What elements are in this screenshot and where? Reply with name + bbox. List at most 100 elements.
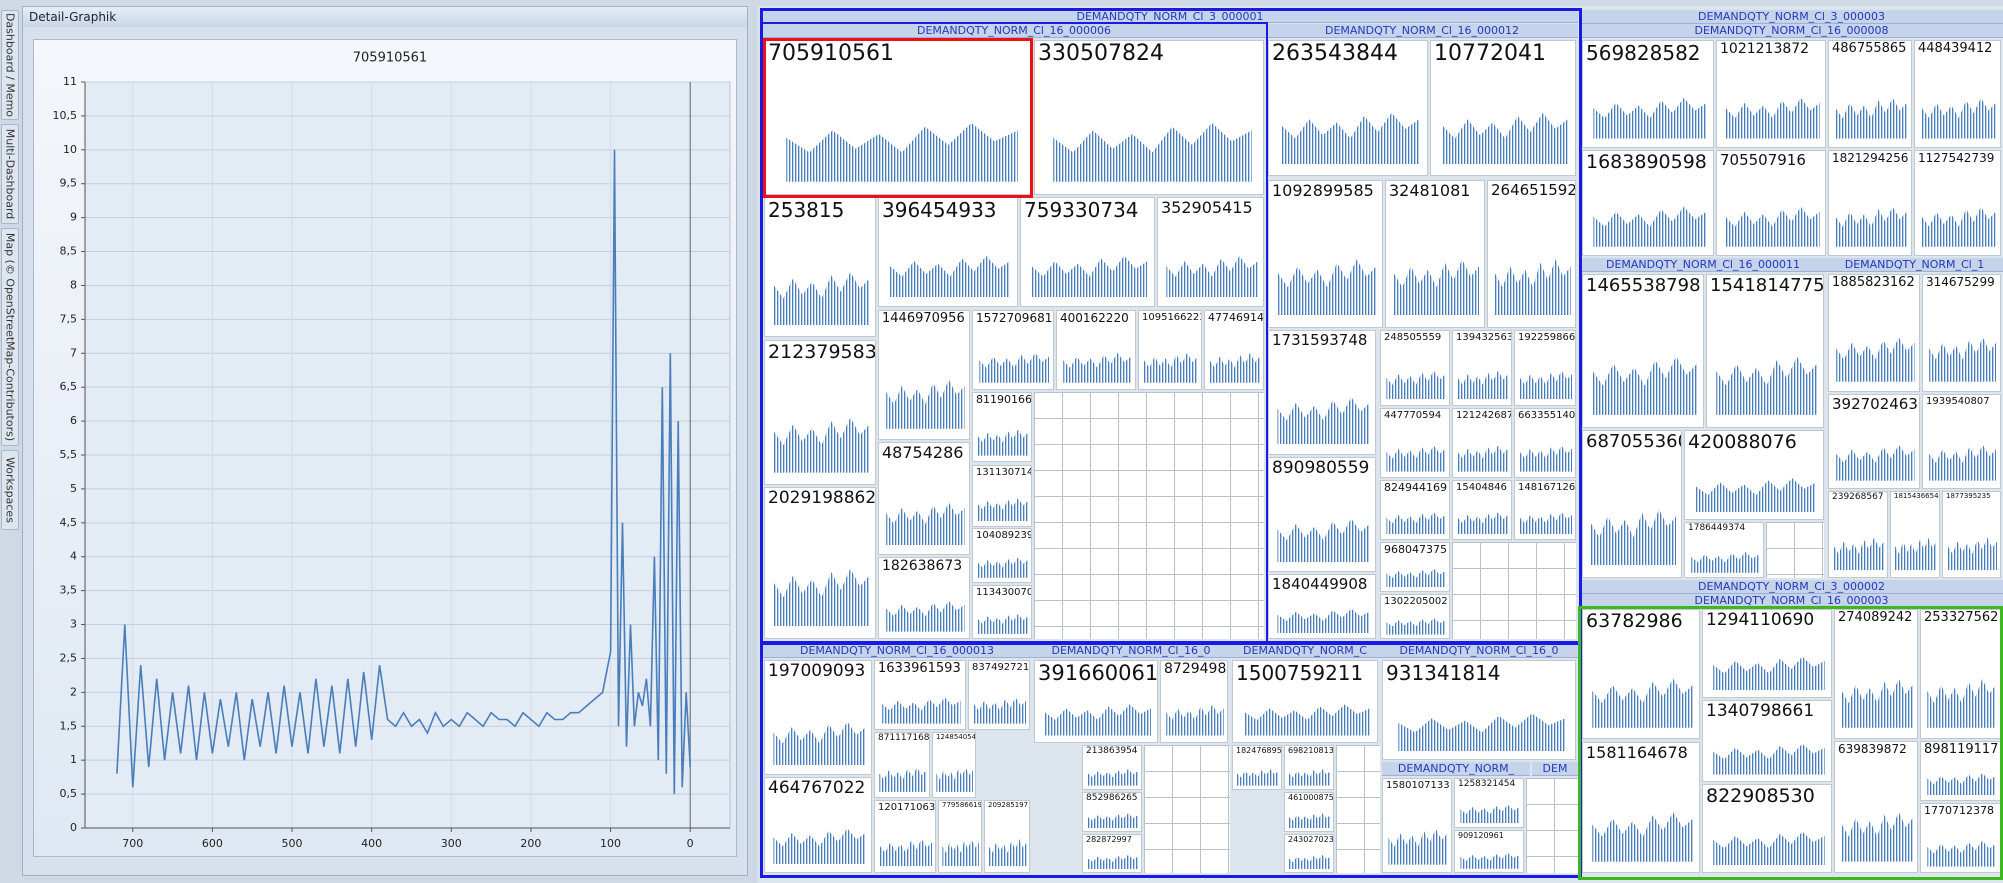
tile[interactable]: 811901660 — [972, 392, 1032, 462]
tile[interactable]: 212379583 — [764, 340, 876, 485]
tile[interactable]: 448439412 — [1914, 40, 2001, 148]
tile[interactable]: 253815 — [764, 197, 876, 337]
tile[interactable]: 314675299 — [1922, 274, 2001, 392]
sidebar-tab[interactable]: Map (© OpenStreetMap-Contributors) — [1, 228, 19, 446]
tile[interactable]: 1040892392 — [972, 528, 1032, 583]
tile[interactable]: 330507824 — [1034, 40, 1264, 195]
tile[interactable]: 209285197 — [984, 800, 1030, 873]
tile[interactable]: 8729498 — [1160, 660, 1228, 743]
tile[interactable]: 1446970956 — [878, 310, 970, 440]
tile[interactable]: 15404846 — [1452, 480, 1512, 540]
tile[interactable]: 1541814775 — [1706, 274, 1824, 428]
tile[interactable]: 837492721 — [968, 660, 1030, 730]
tile[interactable]: 1840449908 — [1268, 574, 1376, 639]
tile[interactable]: 121242687 — [1452, 408, 1512, 478]
tile[interactable]: 1821294256 — [1828, 150, 1912, 256]
tile[interactable]: 263543844 — [1268, 40, 1428, 176]
tile[interactable]: 1302205002 — [1380, 594, 1450, 639]
tile[interactable]: 1258321454 — [1454, 778, 1524, 828]
tile[interactable]: 1394325639 — [1452, 330, 1512, 406]
tile[interactable]: 182638673 — [878, 557, 970, 639]
tile[interactable]: 447770594 — [1380, 408, 1450, 478]
y-tick-label: 3 — [70, 618, 77, 631]
tile[interactable]: 32481081 — [1385, 180, 1485, 328]
tile[interactable]: 248505559 — [1380, 330, 1450, 406]
tile[interactable]: 1021213872 — [1716, 40, 1826, 148]
tile[interactable]: 1294110690 — [1702, 609, 1832, 698]
tile[interactable]: 124854054 — [932, 732, 976, 798]
tile[interactable]: 1092899585 — [1268, 180, 1383, 328]
tile[interactable]: 197009093 — [764, 660, 872, 775]
tile[interactable]: 1340798661 — [1702, 700, 1832, 782]
tile[interactable]: 2029198862 — [764, 487, 876, 639]
tile[interactable]: 1581164678 — [1582, 742, 1700, 873]
tile[interactable]: 898119117 — [1920, 741, 2001, 801]
tile[interactable]: 569828582 — [1582, 40, 1714, 148]
tile[interactable]: 1939540807 — [1922, 394, 2001, 489]
tile[interactable]: 282872997 — [1082, 834, 1142, 873]
tile[interactable]: 253327562 — [1920, 609, 2001, 739]
tile[interactable]: 1770712378 — [1920, 803, 2001, 873]
tile[interactable]: 352905415 — [1157, 197, 1264, 307]
tile[interactable]: 822908530 — [1702, 784, 1832, 873]
tile[interactable]: 1500759211 — [1232, 660, 1378, 743]
tile[interactable]: 909120961 — [1454, 830, 1524, 873]
tile[interactable]: 705507916 — [1716, 150, 1826, 256]
tile[interactable]: 705910561 — [764, 40, 1032, 195]
tile[interactable]: 1633961593 — [874, 660, 966, 730]
tile[interactable]: 1815436654 — [1890, 491, 1940, 578]
tile[interactable]: 1311307144 — [972, 465, 1032, 527]
tile[interactable]: 391660061 — [1034, 660, 1158, 743]
tile[interactable]: 392702463 — [1828, 394, 1920, 489]
tile[interactable]: 10772041 — [1430, 40, 1576, 176]
x-tick-label: 0 — [687, 837, 694, 850]
tile[interactable]: 461000875 — [1284, 792, 1334, 832]
tile[interactable]: 274089242 — [1834, 609, 1918, 739]
tile[interactable]: 464767022 — [764, 777, 872, 873]
tile[interactable]: 1095166223 — [1138, 310, 1202, 390]
tile[interactable]: 759330734 — [1020, 197, 1155, 307]
tile[interactable]: 968047375 — [1380, 542, 1450, 592]
tile[interactable]: 1134300700 — [972, 585, 1032, 639]
tile[interactable]: 47746914 — [1204, 310, 1264, 390]
tile[interactable]: 396454933 — [878, 197, 1018, 307]
tile[interactable]: 1580107133 — [1382, 778, 1452, 873]
tile[interactable]: 1786449374 — [1684, 522, 1764, 578]
tile[interactable]: 1731593748 — [1268, 330, 1376, 455]
tile[interactable]: 63782986 — [1582, 609, 1700, 739]
tile[interactable]: 779586619 — [938, 800, 982, 873]
tile[interactable]: 1683890598 — [1582, 150, 1714, 256]
tile[interactable]: 400162220 — [1056, 310, 1136, 390]
tile[interactable]: 687055360 — [1582, 430, 1682, 578]
sidebar-tab[interactable]: Dashboard / Memo — [1, 10, 19, 120]
tile[interactable]: 890980559 — [1268, 457, 1376, 572]
tile[interactable]: 871117168 — [874, 732, 930, 798]
tile[interactable]: 1201710638 — [874, 800, 936, 873]
sidebar-tab[interactable]: Workspaces — [1, 450, 19, 530]
tile[interactable]: 639839872 — [1834, 741, 1918, 873]
sidebar-tab[interactable]: Multi-Dashboard — [1, 124, 19, 224]
y-tick-label: 6 — [70, 414, 77, 427]
tile[interactable]: 486755865 — [1828, 40, 1912, 148]
cluster-header: DEMANDQTY_NORM_C — [1230, 644, 1380, 658]
tile[interactable]: 852986265 — [1082, 792, 1142, 832]
tile[interactable]: 1465538798 — [1582, 274, 1704, 428]
tile[interactable]: 1572709681 — [972, 310, 1054, 390]
tile[interactable]: 1481671265 — [1514, 480, 1576, 540]
tile[interactable]: 663355140 — [1514, 408, 1576, 478]
tile[interactable]: 824944169 — [1380, 480, 1450, 540]
tile[interactable]: 1877395235 — [1942, 491, 2001, 578]
tile[interactable]: 1885823162 — [1828, 274, 1920, 392]
tile[interactable]: 1922598669 — [1514, 330, 1576, 406]
tile[interactable]: 239268567 — [1828, 491, 1888, 578]
cluster-header: DEMANDQTY_NORM_Cl_1 — [1826, 258, 2003, 272]
tile[interactable]: 1127542739 — [1914, 150, 2001, 256]
tile[interactable]: 264651592 — [1487, 180, 1576, 328]
tile[interactable]: 1824768951 — [1232, 745, 1282, 790]
tile[interactable]: 931341814 — [1382, 660, 1576, 760]
tile[interactable]: 698210813 — [1284, 745, 1334, 790]
tile[interactable]: 243027023 — [1284, 834, 1334, 873]
tile[interactable]: 48754286 — [878, 442, 970, 555]
tile[interactable]: 420088076 — [1684, 430, 1824, 520]
tile[interactable]: 213863954 — [1082, 745, 1142, 790]
